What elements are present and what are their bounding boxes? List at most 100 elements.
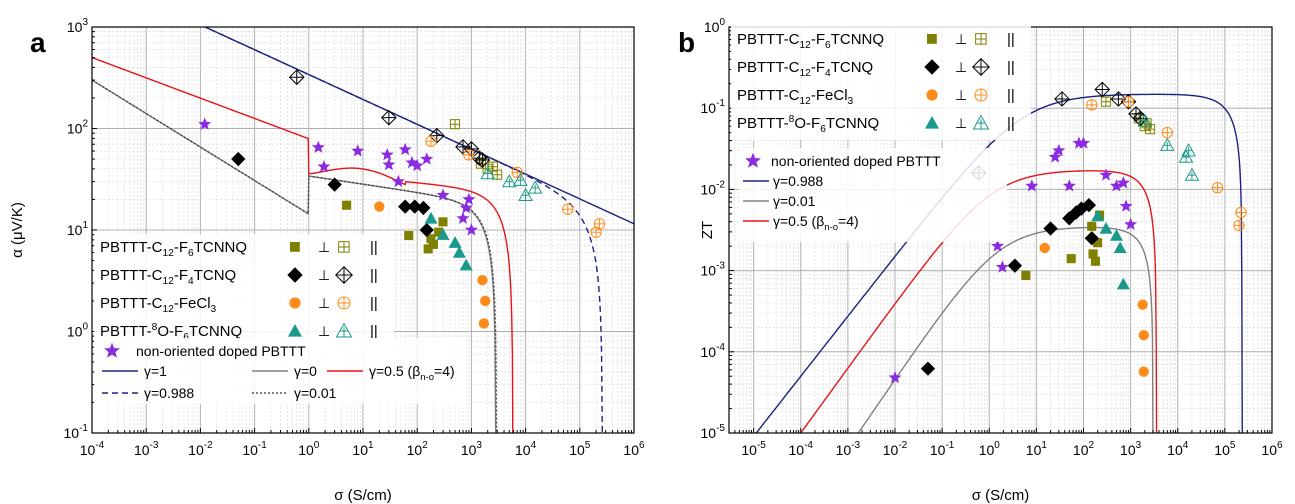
- y-axis-label: α (μV/K): [9, 202, 26, 258]
- point-3-1: [381, 109, 397, 126]
- x-tick-label: 100: [979, 440, 1001, 458]
- legend-line-label-5: γ=0.01: [294, 385, 337, 401]
- point-8-4: [1048, 150, 1062, 163]
- curve-g1: [203, 27, 634, 225]
- legend-perp: ⊥: [955, 59, 967, 75]
- point-8-11: [436, 188, 450, 201]
- point-4-0: [1039, 242, 1050, 254]
- legend-line-label-4: γ=0.988: [144, 385, 194, 401]
- x-tick-label: 101: [352, 440, 374, 458]
- point-4-0: [374, 201, 385, 212]
- point-6-0: [1091, 209, 1105, 222]
- point-5-3: [1211, 181, 1224, 194]
- x-tick-label: 10-3: [134, 440, 159, 458]
- legend-line-label-0: non-oriented doped PBTTT: [136, 343, 306, 359]
- legend-marker-open-0: [975, 33, 987, 45]
- x-tick-label: 103: [1120, 440, 1142, 458]
- legend-label-1: PBTTT-C12​-F4​TCNQ: [100, 267, 236, 287]
- point-1-4: [492, 169, 503, 180]
- legend-marker-open-2: [337, 296, 351, 310]
- legend-perp: ⊥: [318, 295, 330, 311]
- legend-line-label-2: γ=0.01: [773, 193, 816, 209]
- legend-marker-open-0: [338, 241, 350, 253]
- x-tick-label: 101: [1026, 440, 1048, 458]
- data-points: [198, 69, 606, 329]
- point-0-5: [1087, 221, 1097, 231]
- legend-label-3: PBTTT-8​O-F6​TCNNQ: [737, 114, 879, 135]
- legend-perp: ⊥: [955, 115, 967, 131]
- point-4-2: [480, 295, 491, 307]
- point-1-0: [449, 119, 461, 130]
- point-7-0: [480, 166, 496, 180]
- x-axis-label: σ (S/cm): [972, 487, 1030, 504]
- legend-marker-0: [290, 242, 300, 252]
- legend-par: ||: [1007, 31, 1015, 48]
- point-5-1: [463, 149, 475, 161]
- point-8-2: [317, 159, 331, 173]
- point-8-15: [459, 201, 473, 214]
- point-0-2: [1088, 249, 1098, 259]
- legend-perp: ⊥: [318, 239, 330, 255]
- point-2-2: [398, 199, 413, 214]
- model-curves: [92, 27, 634, 433]
- point-5-0: [1086, 99, 1098, 111]
- point-6-1: [436, 228, 450, 240]
- legend-marker-3: [925, 116, 939, 129]
- point-3-6: [474, 152, 491, 168]
- point-8-5: [1052, 143, 1066, 157]
- legend-label-1: PBTTT-C12​-F4​TCNQ: [737, 59, 873, 79]
- point-3-2: [1094, 81, 1111, 98]
- x-tick-label: 10-4: [80, 440, 105, 458]
- point-0-1: [404, 230, 414, 241]
- point-8-11: [1119, 199, 1133, 212]
- point-7-3: [1181, 143, 1196, 157]
- legend-par: ||: [370, 267, 378, 284]
- point-7-1: [501, 174, 517, 188]
- point-3-3: [1110, 91, 1127, 107]
- y-axis-label: ZT: [699, 221, 716, 239]
- point-5-2: [511, 166, 523, 179]
- point-2-2: [1043, 221, 1058, 236]
- point-8-3: [1025, 179, 1039, 192]
- point-0-2: [428, 239, 438, 249]
- legend: PBTTT-C12​-F6​TCNNQ ⊥ || PBTTT-C12​-F4​TCNQ…: [731, 26, 1031, 140]
- legend-line-label-2: γ=0: [294, 363, 317, 379]
- legend-perp: ⊥: [955, 87, 967, 103]
- point-7-4: [1184, 167, 1200, 181]
- point-8-10: [420, 152, 434, 165]
- y-tick-label: 100: [67, 322, 89, 340]
- point-7-4: [512, 172, 528, 186]
- legend-par: ||: [1007, 59, 1015, 76]
- point-8-2: [995, 260, 1009, 273]
- legend: PBTTT-C12​-F6​TCNNQ ⊥ || PBTTT-C12​-F4​TCNQ…: [94, 234, 394, 348]
- y-tick-label: 10-1: [64, 423, 89, 441]
- x-axis-label: σ (S/cm): [334, 487, 392, 504]
- x-tick-label: 10-1: [242, 440, 267, 458]
- point-6-2: [1109, 229, 1123, 241]
- point-0-0: [342, 200, 352, 210]
- legend-label-0: PBTTT-C12​-F6​TCNNQ: [100, 239, 247, 259]
- y-tick-label: 10-4: [701, 342, 726, 360]
- legend-marker-1: [924, 59, 940, 75]
- legend-line-label-1: γ=1: [144, 363, 167, 379]
- x-tick-label: 106: [623, 440, 645, 458]
- point-0-1: [1066, 254, 1076, 264]
- point-7-2: [518, 187, 533, 201]
- point-8-0: [888, 370, 902, 384]
- y-tick-label: 10-3: [701, 261, 726, 279]
- legend-marker-0: [927, 34, 937, 44]
- point-5-5: [1235, 206, 1247, 219]
- x-tick-label: 105: [569, 440, 591, 458]
- legend-marker-open-3: [972, 114, 990, 130]
- x-tick-label: 104: [1167, 440, 1189, 458]
- x-tick-label: 102: [407, 440, 429, 458]
- legend-label-2: PBTTT-C12​-FeCl3​: [737, 87, 854, 107]
- legend-marker-open-1: [335, 266, 353, 284]
- legend-lines: non-oriented doped PBTTT γ=0.988 γ=0.01 γ=0…: [739, 148, 1007, 242]
- point-3-4: [463, 141, 480, 157]
- point-3-1: [1054, 91, 1070, 107]
- point-6-4: [1116, 277, 1130, 290]
- point-0-4: [1093, 238, 1103, 248]
- point-0-3: [1090, 256, 1100, 266]
- x-tick-label: 103: [461, 440, 483, 458]
